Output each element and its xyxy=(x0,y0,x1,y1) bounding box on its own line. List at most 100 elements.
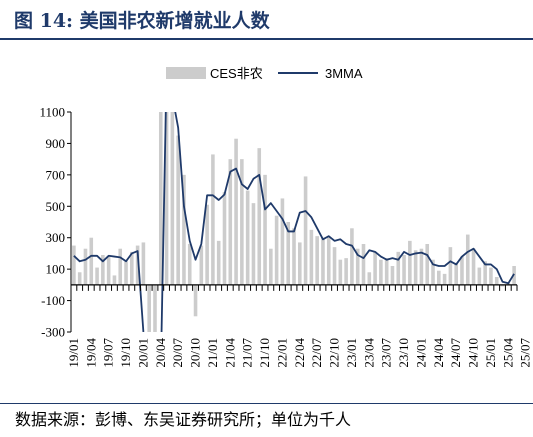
bar xyxy=(379,259,383,285)
legend-line-label: 3MMA xyxy=(325,66,363,81)
bar xyxy=(344,258,348,285)
bar xyxy=(361,244,366,285)
line-series xyxy=(73,112,515,332)
bar xyxy=(187,244,192,285)
x-tick-label: 21/07 xyxy=(240,338,255,368)
y-tick-label: 500 xyxy=(46,199,66,214)
bar xyxy=(228,159,233,285)
x-tick-label: 22/01 xyxy=(274,338,289,368)
x-tick-label: 22/10 xyxy=(327,338,342,368)
legend-bar-label: CES非农 xyxy=(210,66,263,81)
bar xyxy=(355,248,360,285)
bar xyxy=(269,248,273,285)
bar xyxy=(211,154,215,285)
bar xyxy=(147,284,151,332)
bar xyxy=(257,148,262,285)
bar xyxy=(326,236,331,285)
bar xyxy=(396,251,401,285)
legend-bar-swatch xyxy=(166,67,206,79)
x-tick-label: 21/10 xyxy=(257,338,272,368)
x-tick-label: 23/04 xyxy=(361,338,376,368)
bar xyxy=(245,190,250,285)
bar xyxy=(89,237,94,285)
bar xyxy=(77,272,82,285)
x-tick-label: 24/07 xyxy=(448,338,463,368)
bar-series xyxy=(72,112,516,332)
x-tick-label: 24/04 xyxy=(431,338,446,368)
x-tick-label: 25/01 xyxy=(483,338,498,368)
bar xyxy=(390,266,395,285)
y-tick-label: 300 xyxy=(46,230,66,245)
x-tick-label: 23/10 xyxy=(396,338,411,368)
bar xyxy=(240,159,244,285)
x-tick-label: 19/04 xyxy=(83,338,98,368)
bar xyxy=(141,242,146,285)
bar xyxy=(280,198,285,285)
bar xyxy=(199,245,204,285)
bar xyxy=(321,237,325,285)
x-tick-label: 22/04 xyxy=(292,338,307,368)
bar xyxy=(263,174,267,285)
x-tick-label: 23/01 xyxy=(344,338,359,368)
bar xyxy=(315,236,319,285)
bar xyxy=(274,215,279,285)
y-tick-label: -300 xyxy=(41,325,65,340)
page-title: 图 14: 美国非农新增就业人数 xyxy=(14,10,270,32)
bar xyxy=(303,176,308,285)
bar xyxy=(431,259,435,285)
bar xyxy=(205,204,209,285)
y-tick-label: 700 xyxy=(46,167,66,182)
bar xyxy=(419,248,424,285)
bar xyxy=(489,267,493,285)
x-tick-label: 20/04 xyxy=(153,338,168,368)
bar xyxy=(460,256,464,285)
source-rule xyxy=(0,403,533,404)
bar xyxy=(158,112,163,285)
bar xyxy=(286,222,290,285)
bar xyxy=(384,258,389,285)
x-tick-label: 21/01 xyxy=(205,338,220,368)
bar xyxy=(292,228,296,285)
x-tick-label: 24/01 xyxy=(413,338,428,368)
bar xyxy=(118,248,123,285)
x-tick-label: 20/10 xyxy=(188,338,203,368)
series-line-3mma xyxy=(73,112,515,332)
bar xyxy=(402,255,406,285)
bar xyxy=(72,245,76,285)
bar xyxy=(448,247,453,285)
bar xyxy=(176,135,180,285)
x-tick-label: 25/04 xyxy=(500,338,515,368)
x-tick-label: 20/07 xyxy=(170,338,185,368)
y-tick-label: 100 xyxy=(46,262,66,277)
title-rule xyxy=(0,38,533,40)
bar xyxy=(251,203,256,285)
x-tick-label: 19/01 xyxy=(66,338,81,368)
bar xyxy=(350,228,354,285)
bar xyxy=(135,245,140,285)
x-tick-label: 25/07 xyxy=(518,338,533,368)
bar xyxy=(130,251,134,285)
bar xyxy=(170,112,175,285)
legend: CES非农 3MMA xyxy=(166,66,363,81)
bar xyxy=(101,255,105,285)
bar xyxy=(182,174,186,285)
bar xyxy=(222,192,227,285)
bar xyxy=(483,261,487,285)
bar xyxy=(112,275,117,285)
bar xyxy=(124,261,128,285)
x-tick-label: 20/01 xyxy=(135,338,150,368)
bar xyxy=(332,247,337,285)
bar xyxy=(95,267,99,285)
bar xyxy=(373,251,377,285)
bar xyxy=(193,284,198,317)
bar xyxy=(437,270,441,285)
bar xyxy=(106,256,111,285)
bar xyxy=(367,272,372,285)
bar xyxy=(442,273,447,285)
bar xyxy=(298,242,302,285)
bar xyxy=(83,248,88,285)
x-tick-label: 22/07 xyxy=(309,338,324,368)
bar xyxy=(494,277,499,285)
